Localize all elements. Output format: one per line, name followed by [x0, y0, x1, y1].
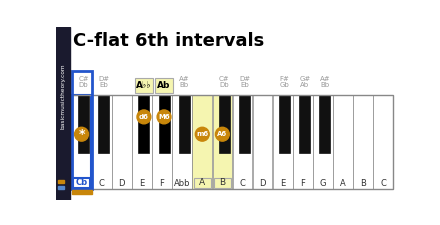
- Text: E: E: [139, 179, 144, 188]
- Bar: [213, 95, 232, 189]
- Text: basicmusictheory.com: basicmusictheory.com: [61, 63, 66, 129]
- Bar: [299, 95, 310, 153]
- Bar: [313, 95, 333, 189]
- Text: Eb: Eb: [99, 82, 108, 88]
- Text: Bb: Bb: [320, 82, 330, 88]
- Bar: [59, 186, 64, 189]
- Text: d6: d6: [139, 114, 149, 120]
- Circle shape: [157, 110, 171, 124]
- Bar: [192, 95, 212, 189]
- Circle shape: [75, 127, 88, 141]
- Bar: [293, 95, 313, 189]
- Text: A♭♭: A♭♭: [136, 81, 152, 90]
- Bar: [152, 95, 172, 189]
- Text: C: C: [380, 179, 386, 188]
- Text: D#: D#: [239, 76, 250, 82]
- Bar: [72, 95, 393, 189]
- Text: D#: D#: [98, 76, 109, 82]
- Text: C#: C#: [219, 76, 230, 82]
- Text: E: E: [280, 179, 286, 188]
- Bar: [214, 178, 231, 188]
- Bar: [72, 71, 92, 189]
- Text: Eb: Eb: [240, 82, 249, 88]
- Bar: [239, 95, 250, 153]
- Text: D: D: [118, 179, 125, 188]
- Text: Ab: Ab: [300, 82, 309, 88]
- Text: Db: Db: [220, 82, 229, 88]
- Bar: [56, 27, 70, 200]
- Bar: [135, 78, 153, 93]
- Text: m6: m6: [196, 131, 208, 137]
- Bar: [155, 78, 173, 93]
- Bar: [179, 95, 190, 153]
- Text: C-flat 6th intervals: C-flat 6th intervals: [73, 32, 264, 50]
- Circle shape: [216, 127, 229, 141]
- Text: G: G: [320, 179, 326, 188]
- Bar: [72, 190, 92, 194]
- Circle shape: [137, 110, 151, 124]
- Bar: [158, 95, 169, 153]
- Text: D: D: [259, 179, 266, 188]
- Bar: [273, 95, 293, 189]
- Text: A#: A#: [319, 76, 330, 82]
- Text: A6: A6: [217, 131, 227, 137]
- Bar: [132, 95, 152, 189]
- Bar: [219, 95, 230, 153]
- Bar: [73, 178, 90, 188]
- Bar: [72, 95, 92, 189]
- Text: Cb: Cb: [76, 178, 88, 187]
- Bar: [98, 95, 109, 153]
- Bar: [172, 95, 192, 189]
- Text: *: *: [78, 128, 85, 141]
- Text: Bb: Bb: [180, 82, 189, 88]
- Text: M6: M6: [158, 114, 170, 120]
- Bar: [112, 95, 132, 189]
- Bar: [374, 95, 393, 189]
- Bar: [139, 95, 150, 153]
- Text: B: B: [219, 178, 225, 187]
- Text: A#: A#: [179, 76, 190, 82]
- Bar: [233, 95, 252, 189]
- Text: A: A: [199, 178, 205, 187]
- Bar: [78, 95, 89, 153]
- Text: F: F: [301, 179, 305, 188]
- Text: C: C: [239, 179, 246, 188]
- Bar: [253, 95, 272, 189]
- Text: Gb: Gb: [280, 82, 290, 88]
- Bar: [319, 95, 330, 153]
- Bar: [353, 95, 373, 189]
- Text: Db: Db: [79, 82, 88, 88]
- Text: C#: C#: [78, 76, 89, 82]
- Text: A: A: [340, 179, 346, 188]
- Bar: [59, 180, 64, 183]
- Bar: [194, 178, 211, 188]
- Text: Abb: Abb: [174, 179, 191, 188]
- Bar: [92, 95, 111, 189]
- Text: B: B: [360, 179, 366, 188]
- Circle shape: [195, 127, 209, 141]
- Text: G#: G#: [299, 76, 311, 82]
- Bar: [333, 95, 353, 189]
- Bar: [279, 95, 290, 153]
- Text: F#: F#: [280, 76, 290, 82]
- Text: Ab: Ab: [158, 81, 171, 90]
- Text: F: F: [160, 179, 165, 188]
- Text: C: C: [99, 179, 105, 188]
